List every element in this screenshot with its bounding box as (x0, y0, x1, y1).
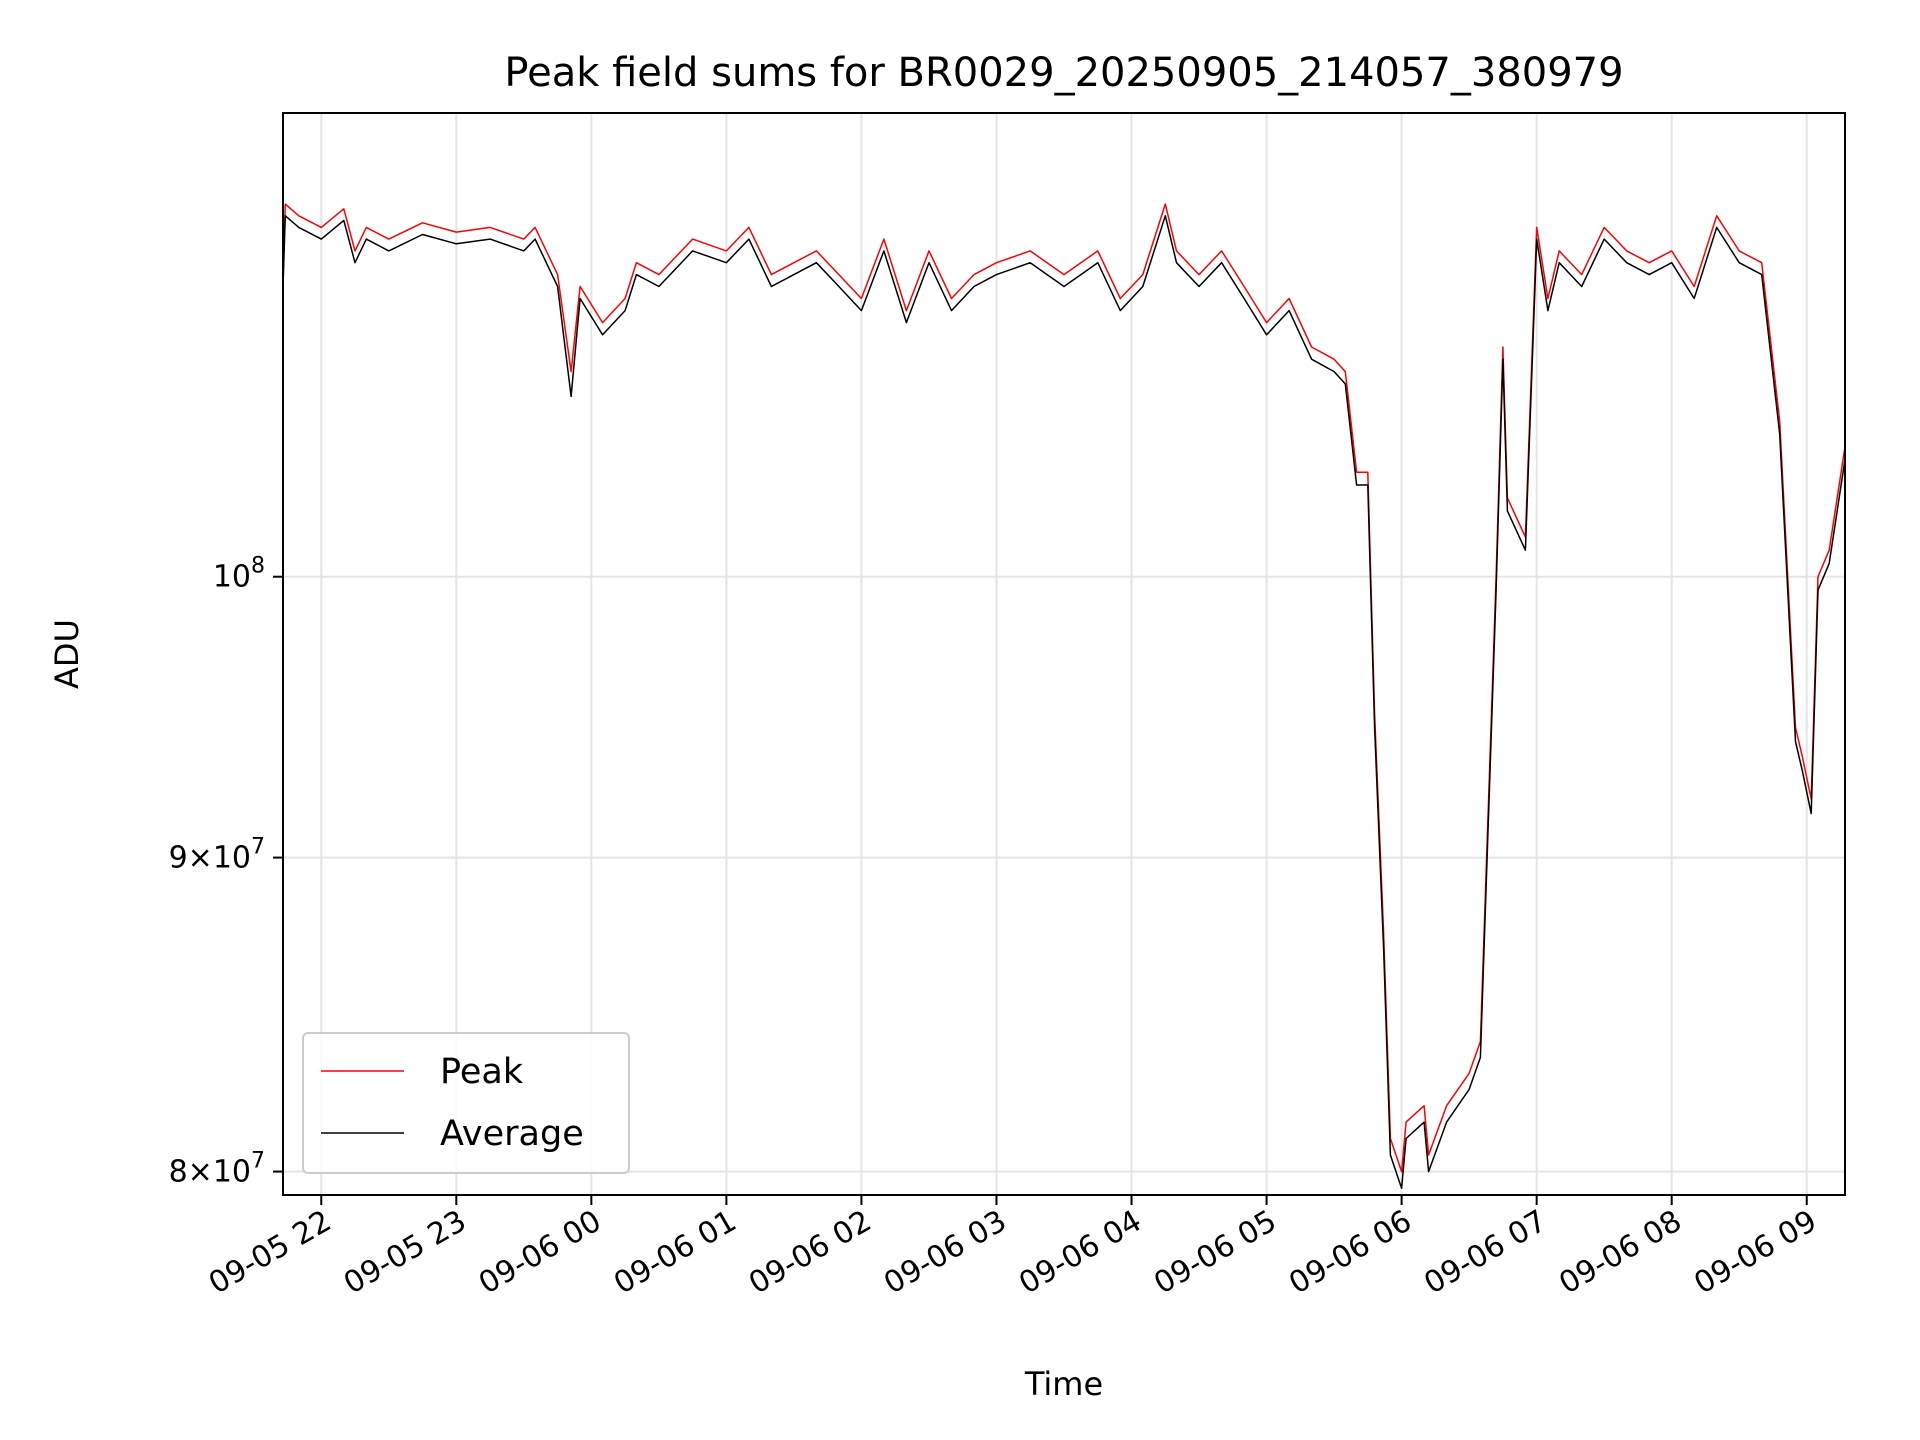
x-tick-label: 09-05 22 (203, 1204, 337, 1302)
x-tick-label: 09-06 02 (743, 1204, 877, 1302)
x-tick-label: 09-06 00 (473, 1204, 607, 1302)
legend: Peak Average (302, 1032, 630, 1174)
series-layer (282, 203, 1846, 1190)
legend-label-peak: Peak (440, 1052, 524, 1092)
x-tick-label: 09-06 03 (878, 1204, 1012, 1302)
plot-frame (282, 112, 1846, 1196)
x-tick-label: 09-06 08 (1553, 1204, 1687, 1302)
y-tick-label: 8×107 (169, 1149, 265, 1190)
y-axis-title: ADU (48, 619, 86, 689)
x-tick-label: 09-06 06 (1283, 1204, 1417, 1302)
x-tick-label: 09-06 05 (1148, 1204, 1282, 1302)
x-tick-label: 09-06 09 (1688, 1204, 1822, 1302)
x-axis-title: Time (1024, 1365, 1103, 1403)
series-line-peak (282, 203, 1846, 1173)
x-tick-label: 09-06 07 (1418, 1204, 1552, 1302)
legend-box (302, 1032, 630, 1174)
y-tick-label: 9×107 (169, 835, 265, 876)
x-tick-label: 09-05 23 (338, 1204, 472, 1302)
x-tick-label: 09-06 04 (1013, 1204, 1147, 1302)
grid (283, 113, 1845, 1195)
x-tick-label: 09-06 01 (608, 1204, 742, 1302)
legend-label-average: Average (440, 1114, 584, 1154)
y-axis: 8×107 9×107 108 (169, 554, 283, 1190)
y-tick-label: 108 (213, 554, 265, 595)
series-line-average (282, 215, 1846, 1190)
x-axis: 09-05 22 09-05 23 09-06 00 09-06 01 09-06 02… (203, 1195, 1823, 1301)
chart-title: Peak field sums for BR0029_20250905_2140… (504, 50, 1623, 96)
